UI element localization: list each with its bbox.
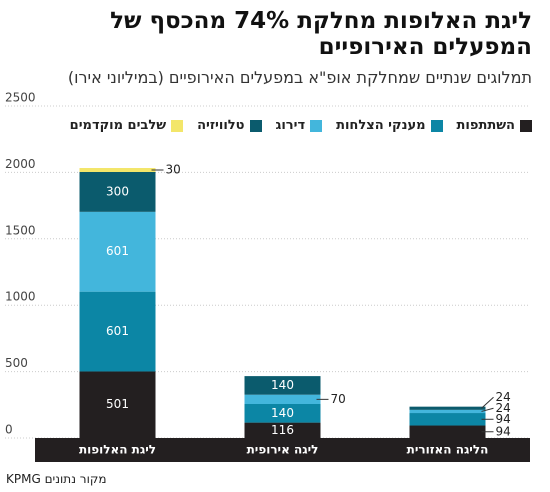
y-tick-label: 2500 bbox=[5, 91, 36, 105]
value-label: 30 bbox=[166, 163, 181, 177]
bar-segment bbox=[244, 394, 321, 405]
legend-item: מענקי הצלחות bbox=[336, 118, 443, 133]
y-tick-label: 500 bbox=[5, 356, 28, 370]
legend-swatch bbox=[520, 119, 532, 132]
value-label: 140 bbox=[271, 406, 294, 420]
chart-title: ליגת האלופות מחלקת 74% מהכסף של המפעלים … bbox=[110, 8, 532, 60]
value-label: 94 bbox=[496, 424, 511, 438]
value-label: 601 bbox=[106, 324, 129, 338]
legend-label: שלבים מוקדמים bbox=[69, 118, 167, 133]
value-label: 140 bbox=[271, 378, 294, 392]
bar-segment bbox=[79, 168, 156, 173]
legend-swatch bbox=[430, 119, 443, 132]
legend-item: טלוויזיה bbox=[197, 118, 262, 133]
y-tick-label: 1000 bbox=[5, 290, 36, 304]
y-tick-label: 2000 bbox=[5, 157, 36, 171]
leader-line bbox=[481, 407, 494, 412]
bar-segment bbox=[79, 371, 156, 438]
bar-segment bbox=[79, 172, 156, 212]
x-tick-label: ליגה אירופית bbox=[247, 443, 319, 457]
leader-line bbox=[481, 396, 494, 409]
value-label: 24 bbox=[496, 401, 511, 415]
bar-segment bbox=[244, 404, 321, 423]
legend-item: דירוג bbox=[276, 118, 323, 133]
value-label: 116 bbox=[271, 423, 294, 437]
y-tick-label: 0 bbox=[5, 423, 13, 437]
bar-segment bbox=[409, 409, 486, 414]
legend-label: השתתפות bbox=[456, 118, 515, 133]
value-label: 94 bbox=[496, 412, 511, 426]
source-note: מקור נתונים KPMG bbox=[6, 472, 107, 486]
chart-subtitle: תמלוגים שנתיים שמחלקת אופ"א במפעלים האיר… bbox=[67, 68, 532, 87]
legend-swatch bbox=[171, 119, 184, 132]
legend-label: דירוג bbox=[275, 118, 306, 133]
legend-swatch bbox=[310, 119, 323, 132]
category-band bbox=[35, 438, 530, 462]
y-tick-label: 1500 bbox=[5, 223, 36, 237]
legend-label: מענקי הצלחות bbox=[336, 118, 426, 133]
bar-segment bbox=[244, 376, 321, 395]
value-label: 24 bbox=[496, 390, 511, 404]
legend-item: השתתפות bbox=[457, 118, 532, 133]
bar-segment bbox=[79, 211, 156, 292]
bar-segment bbox=[409, 425, 486, 438]
x-tick-label: ליגת האלופות bbox=[79, 443, 156, 457]
value-label: 70 bbox=[331, 392, 346, 406]
legend-label: טלוויזיה bbox=[197, 118, 245, 133]
x-tick-label: הליגה האזורית bbox=[407, 443, 489, 457]
bar-segment bbox=[409, 406, 486, 410]
legend-item: שלבים מוקדמים bbox=[69, 118, 184, 133]
value-label: 601 bbox=[106, 244, 129, 258]
bar-segment bbox=[409, 413, 486, 426]
value-label: 501 bbox=[106, 397, 129, 411]
legend-swatch bbox=[249, 119, 262, 132]
legend: השתתפות מענקי הצלחות דירוג טלוויזיה שלבים מו… bbox=[70, 118, 532, 133]
value-label: 300 bbox=[106, 184, 129, 198]
bar-segment bbox=[79, 291, 156, 372]
bar-segment bbox=[244, 422, 321, 438]
